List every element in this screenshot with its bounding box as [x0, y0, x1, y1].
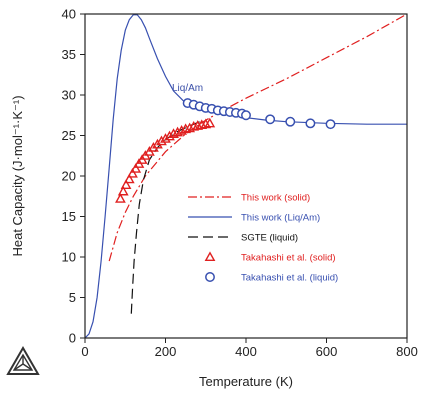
- y-tick-label-30: 30: [62, 88, 76, 103]
- y-tick-label-25: 25: [62, 128, 76, 143]
- x-tick-label-0: 0: [81, 344, 88, 359]
- legend-label-this-work-solid: This work (solid): [241, 193, 310, 204]
- plot-lines: [84, 13, 408, 339]
- x-tick-label-200: 200: [155, 344, 177, 359]
- y-tick-label-0: 0: [69, 331, 76, 346]
- point-takahashi-et-al-solid: [164, 130, 175, 141]
- point-takahashi-et-al-liquid: [305, 118, 316, 129]
- point-takahashi-et-al-solid: [117, 185, 129, 196]
- legend-marker-takahashi-et-al-liquid: [205, 272, 215, 282]
- point-takahashi-et-al-solid: [130, 163, 142, 173]
- series-line-this-work-solid: [108, 13, 408, 262]
- point-takahashi-et-al-solid: [184, 122, 196, 133]
- point-takahashi-et-al-liquid: [265, 114, 276, 125]
- liq-am-annotation: Liq/Am: [172, 83, 203, 94]
- y-tick-label-15: 15: [62, 209, 76, 224]
- point-takahashi-et-al-liquid: [325, 119, 336, 130]
- y-tick-label-40: 40: [62, 7, 76, 22]
- point-takahashi-et-al-liquid: [285, 116, 296, 127]
- y-tick-label-35: 35: [62, 47, 76, 62]
- y-tick-label-5: 5: [69, 290, 76, 305]
- x-tick-label-600: 600: [316, 344, 338, 359]
- point-takahashi-et-al-solid: [172, 126, 183, 137]
- point-takahashi-et-al-solid: [160, 133, 171, 143]
- point-takahashi-et-al-solid: [127, 167, 138, 178]
- x-axis-label: Temperature (K): [199, 374, 293, 389]
- point-takahashi-et-al-solid: [156, 135, 167, 146]
- x-tick-label-800: 800: [396, 344, 418, 359]
- point-takahashi-et-al-solid: [115, 193, 126, 203]
- legend-label-this-work-liq-am: This work (Liq/Am): [241, 213, 320, 224]
- thermocalc-logo-icon: [6, 345, 40, 375]
- legend: This work (solid) This work (Liq/Am) SGTE …: [188, 193, 338, 284]
- y-tick-label-20: 20: [62, 169, 76, 184]
- point-takahashi-et-al-solid: [168, 128, 179, 138]
- point-takahashi-et-al-solid: [123, 173, 135, 184]
- legend-label-sgte-liquid: SGTE (liquid): [241, 233, 298, 244]
- legend-label-takahashi-et-al-liquid: Takahashi et al. (liquid): [241, 273, 338, 284]
- plot-frame: [84, 13, 408, 339]
- legend-marker-takahashi-et-al-solid: [204, 251, 216, 262]
- y-tick-label-10: 10: [62, 250, 76, 265]
- y-axis-label: Heat Capacity (J·mol⁻¹·K⁻¹): [10, 95, 25, 256]
- legend-label-takahashi-et-al-solid: Takahashi et al. (solid): [241, 253, 336, 264]
- axes: 0 200 400 600 800 0 5 10 15 20 25 30 35 40: [62, 7, 418, 360]
- point-takahashi-et-al-solid: [176, 124, 187, 135]
- point-takahashi-et-al-solid: [120, 179, 132, 189]
- point-takahashi-et-al-solid: [204, 117, 216, 128]
- point-takahashi-et-al-liquid: [241, 110, 251, 121]
- x-tick-label-400: 400: [235, 344, 257, 359]
- plot-markers: [115, 98, 336, 203]
- series-line-this-work-liq-am: [84, 14, 407, 339]
